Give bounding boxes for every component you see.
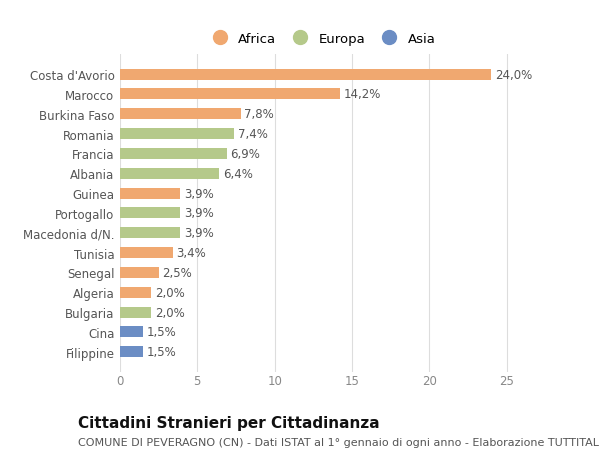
Bar xyxy=(120,149,227,160)
Bar xyxy=(120,89,340,100)
Text: 6,4%: 6,4% xyxy=(223,168,253,180)
Bar xyxy=(120,109,241,120)
Text: COMUNE DI PEVERAGNO (CN) - Dati ISTAT al 1° gennaio di ogni anno - Elaborazione : COMUNE DI PEVERAGNO (CN) - Dati ISTAT al… xyxy=(78,437,600,447)
Text: 14,2%: 14,2% xyxy=(343,88,381,101)
Bar xyxy=(120,228,180,239)
Bar xyxy=(120,69,491,80)
Text: 6,9%: 6,9% xyxy=(230,148,260,161)
Bar xyxy=(120,307,151,318)
Text: 1,5%: 1,5% xyxy=(147,346,177,358)
Text: 3,4%: 3,4% xyxy=(176,246,206,259)
Text: 7,8%: 7,8% xyxy=(244,108,274,121)
Bar xyxy=(120,168,219,179)
Text: 7,4%: 7,4% xyxy=(238,128,268,141)
Bar xyxy=(120,208,180,219)
Bar xyxy=(120,129,235,140)
Text: 2,0%: 2,0% xyxy=(155,306,185,319)
Text: 1,5%: 1,5% xyxy=(147,326,177,339)
Bar xyxy=(120,287,151,298)
Bar xyxy=(120,188,180,199)
Text: 24,0%: 24,0% xyxy=(495,68,532,81)
Text: 3,9%: 3,9% xyxy=(184,187,214,200)
Text: 2,0%: 2,0% xyxy=(155,286,185,299)
Text: 2,5%: 2,5% xyxy=(163,266,192,279)
Bar xyxy=(120,347,143,358)
Text: 3,9%: 3,9% xyxy=(184,207,214,220)
Text: Cittadini Stranieri per Cittadinanza: Cittadini Stranieri per Cittadinanza xyxy=(78,415,380,431)
Bar xyxy=(120,267,158,278)
Legend: Africa, Europa, Asia: Africa, Europa, Asia xyxy=(204,30,438,48)
Text: 3,9%: 3,9% xyxy=(184,227,214,240)
Bar xyxy=(120,327,143,338)
Bar xyxy=(120,247,173,258)
